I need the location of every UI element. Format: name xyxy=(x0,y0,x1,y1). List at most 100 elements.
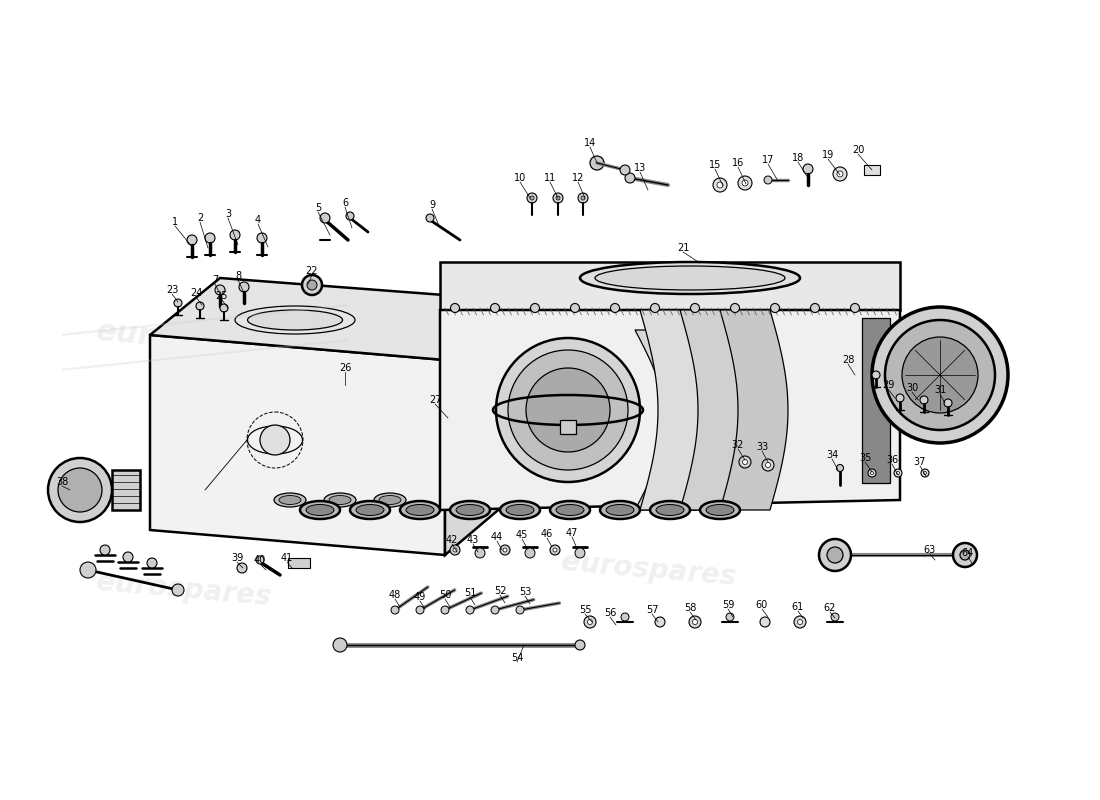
Circle shape xyxy=(556,196,560,200)
Text: 63: 63 xyxy=(924,545,936,555)
Polygon shape xyxy=(660,330,715,510)
Circle shape xyxy=(590,156,604,170)
Text: 9: 9 xyxy=(429,200,436,210)
Circle shape xyxy=(764,176,772,184)
Text: 21: 21 xyxy=(676,243,690,253)
Text: 44: 44 xyxy=(491,532,503,542)
Text: 4: 4 xyxy=(255,215,261,225)
Text: 60: 60 xyxy=(756,600,768,610)
Circle shape xyxy=(475,548,485,558)
Circle shape xyxy=(147,558,157,568)
Circle shape xyxy=(525,548,535,558)
Text: 1: 1 xyxy=(172,217,178,227)
Circle shape xyxy=(302,275,322,295)
Text: 26: 26 xyxy=(339,363,351,373)
Circle shape xyxy=(872,371,880,379)
Circle shape xyxy=(717,182,723,188)
Circle shape xyxy=(766,462,770,467)
Circle shape xyxy=(610,303,619,313)
Text: 25: 25 xyxy=(216,291,229,301)
Circle shape xyxy=(886,320,996,430)
Ellipse shape xyxy=(606,505,634,515)
Circle shape xyxy=(575,640,585,650)
Text: 59: 59 xyxy=(722,600,734,610)
Circle shape xyxy=(530,196,533,200)
Text: 56: 56 xyxy=(604,608,616,618)
Ellipse shape xyxy=(279,495,301,505)
Ellipse shape xyxy=(329,495,351,505)
Circle shape xyxy=(260,425,290,455)
Circle shape xyxy=(944,399,952,407)
Circle shape xyxy=(320,213,330,223)
Text: eurospares: eurospares xyxy=(95,317,289,363)
Text: 30: 30 xyxy=(906,383,918,393)
Circle shape xyxy=(794,616,806,628)
Text: 39: 39 xyxy=(231,553,243,563)
Circle shape xyxy=(58,468,102,512)
Text: 53: 53 xyxy=(519,587,531,597)
Text: 16: 16 xyxy=(732,158,744,168)
Circle shape xyxy=(578,193,588,203)
Circle shape xyxy=(172,584,184,596)
Ellipse shape xyxy=(450,501,490,519)
Text: 7: 7 xyxy=(212,275,218,285)
Text: 6: 6 xyxy=(342,198,348,208)
Ellipse shape xyxy=(656,505,684,515)
Text: 34: 34 xyxy=(826,450,838,460)
Text: 28: 28 xyxy=(842,355,855,365)
Circle shape xyxy=(713,178,727,192)
Circle shape xyxy=(581,196,585,200)
Circle shape xyxy=(920,396,928,404)
Text: 23: 23 xyxy=(166,285,178,295)
Circle shape xyxy=(654,617,666,627)
Ellipse shape xyxy=(595,266,785,290)
Ellipse shape xyxy=(235,306,355,334)
Text: 54: 54 xyxy=(510,653,524,663)
Text: 52: 52 xyxy=(494,586,506,596)
Circle shape xyxy=(174,299,182,307)
Ellipse shape xyxy=(500,501,540,519)
Text: 47: 47 xyxy=(565,528,579,538)
Circle shape xyxy=(333,638,346,652)
Text: 31: 31 xyxy=(934,385,946,395)
Text: 22: 22 xyxy=(306,266,318,276)
Ellipse shape xyxy=(700,501,740,519)
Circle shape xyxy=(220,304,228,312)
Circle shape xyxy=(868,469,876,477)
Bar xyxy=(864,165,880,175)
Polygon shape xyxy=(635,330,700,510)
Circle shape xyxy=(527,193,537,203)
Ellipse shape xyxy=(556,505,584,515)
Text: 40: 40 xyxy=(254,555,266,565)
Circle shape xyxy=(496,338,640,482)
Text: 50: 50 xyxy=(439,590,451,600)
Text: 19: 19 xyxy=(822,150,834,160)
Text: 29: 29 xyxy=(882,380,894,390)
Circle shape xyxy=(798,619,803,625)
Ellipse shape xyxy=(706,505,734,515)
Text: 13: 13 xyxy=(634,163,646,173)
Ellipse shape xyxy=(400,501,440,519)
Polygon shape xyxy=(720,310,788,510)
Circle shape xyxy=(803,164,813,174)
Text: 43: 43 xyxy=(466,535,480,545)
Circle shape xyxy=(450,545,460,555)
Ellipse shape xyxy=(306,505,334,515)
Text: 10: 10 xyxy=(514,173,526,183)
Ellipse shape xyxy=(406,505,434,515)
Text: 11: 11 xyxy=(543,173,557,183)
Ellipse shape xyxy=(379,495,401,505)
Circle shape xyxy=(575,548,585,558)
Polygon shape xyxy=(685,330,730,510)
Circle shape xyxy=(571,303,580,313)
Text: 42: 42 xyxy=(446,535,459,545)
Circle shape xyxy=(620,165,630,175)
Circle shape xyxy=(553,193,563,203)
Text: 61: 61 xyxy=(792,602,804,612)
Text: 32: 32 xyxy=(732,440,745,450)
Ellipse shape xyxy=(350,501,390,519)
Circle shape xyxy=(503,548,507,552)
Circle shape xyxy=(426,214,434,222)
Circle shape xyxy=(836,465,844,471)
Text: eurospares: eurospares xyxy=(560,549,737,591)
